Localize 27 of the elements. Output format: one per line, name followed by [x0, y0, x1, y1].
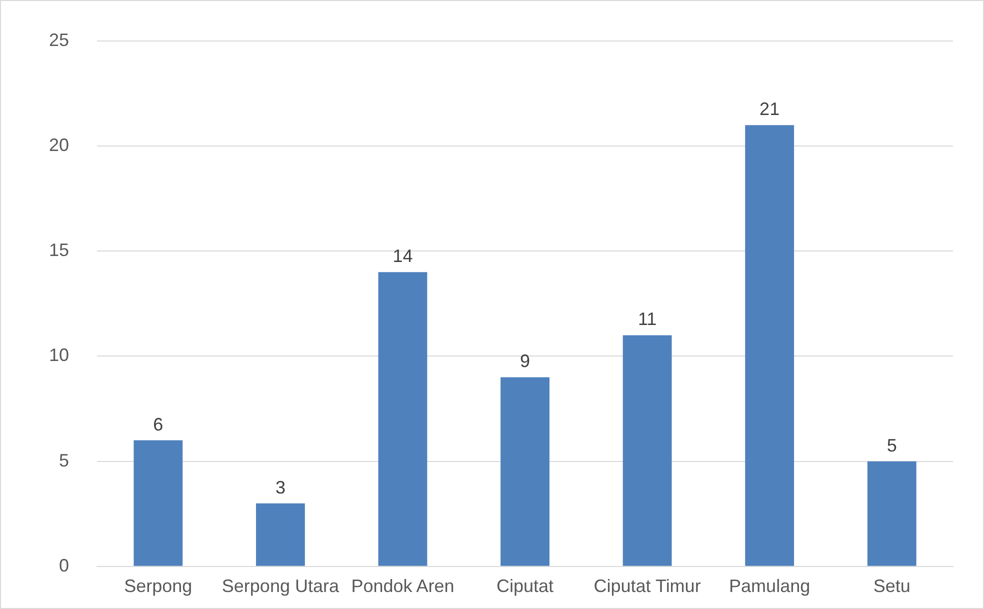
- bar: [378, 272, 428, 566]
- bar: [867, 461, 916, 566]
- x-tick-label: Ciputat Timur: [594, 576, 701, 596]
- y-tick-label: 5: [59, 450, 70, 470]
- x-tick-label: Serpong Utara: [222, 576, 340, 596]
- y-tick-label: 20: [48, 135, 70, 156]
- x-tick-label: Ciputat: [496, 576, 554, 596]
- data-label: 21: [760, 99, 780, 120]
- x-tick-label: Setu: [873, 576, 910, 596]
- data-label: 11: [638, 309, 657, 330]
- y-tick-label: 10: [48, 345, 70, 366]
- data-label: 5: [886, 435, 897, 456]
- x-tick-label: Serpong: [124, 576, 192, 596]
- data-label: 14: [392, 246, 413, 266]
- y-tick-label: 15: [48, 240, 70, 260]
- bar: [622, 335, 672, 566]
- x-tick-label: Pondok Aren: [351, 576, 454, 596]
- bar: [134, 440, 183, 566]
- y-tick-label: 0: [59, 555, 70, 576]
- data-label: 3: [275, 477, 286, 498]
- bar: [745, 125, 794, 566]
- bar: [256, 503, 305, 566]
- bar: [500, 377, 550, 566]
- y-tick-label: 25: [48, 30, 70, 50]
- data-label: 9: [520, 351, 530, 372]
- x-tick-label: Pamulang: [729, 576, 810, 596]
- data-label: 6: [153, 414, 164, 434]
